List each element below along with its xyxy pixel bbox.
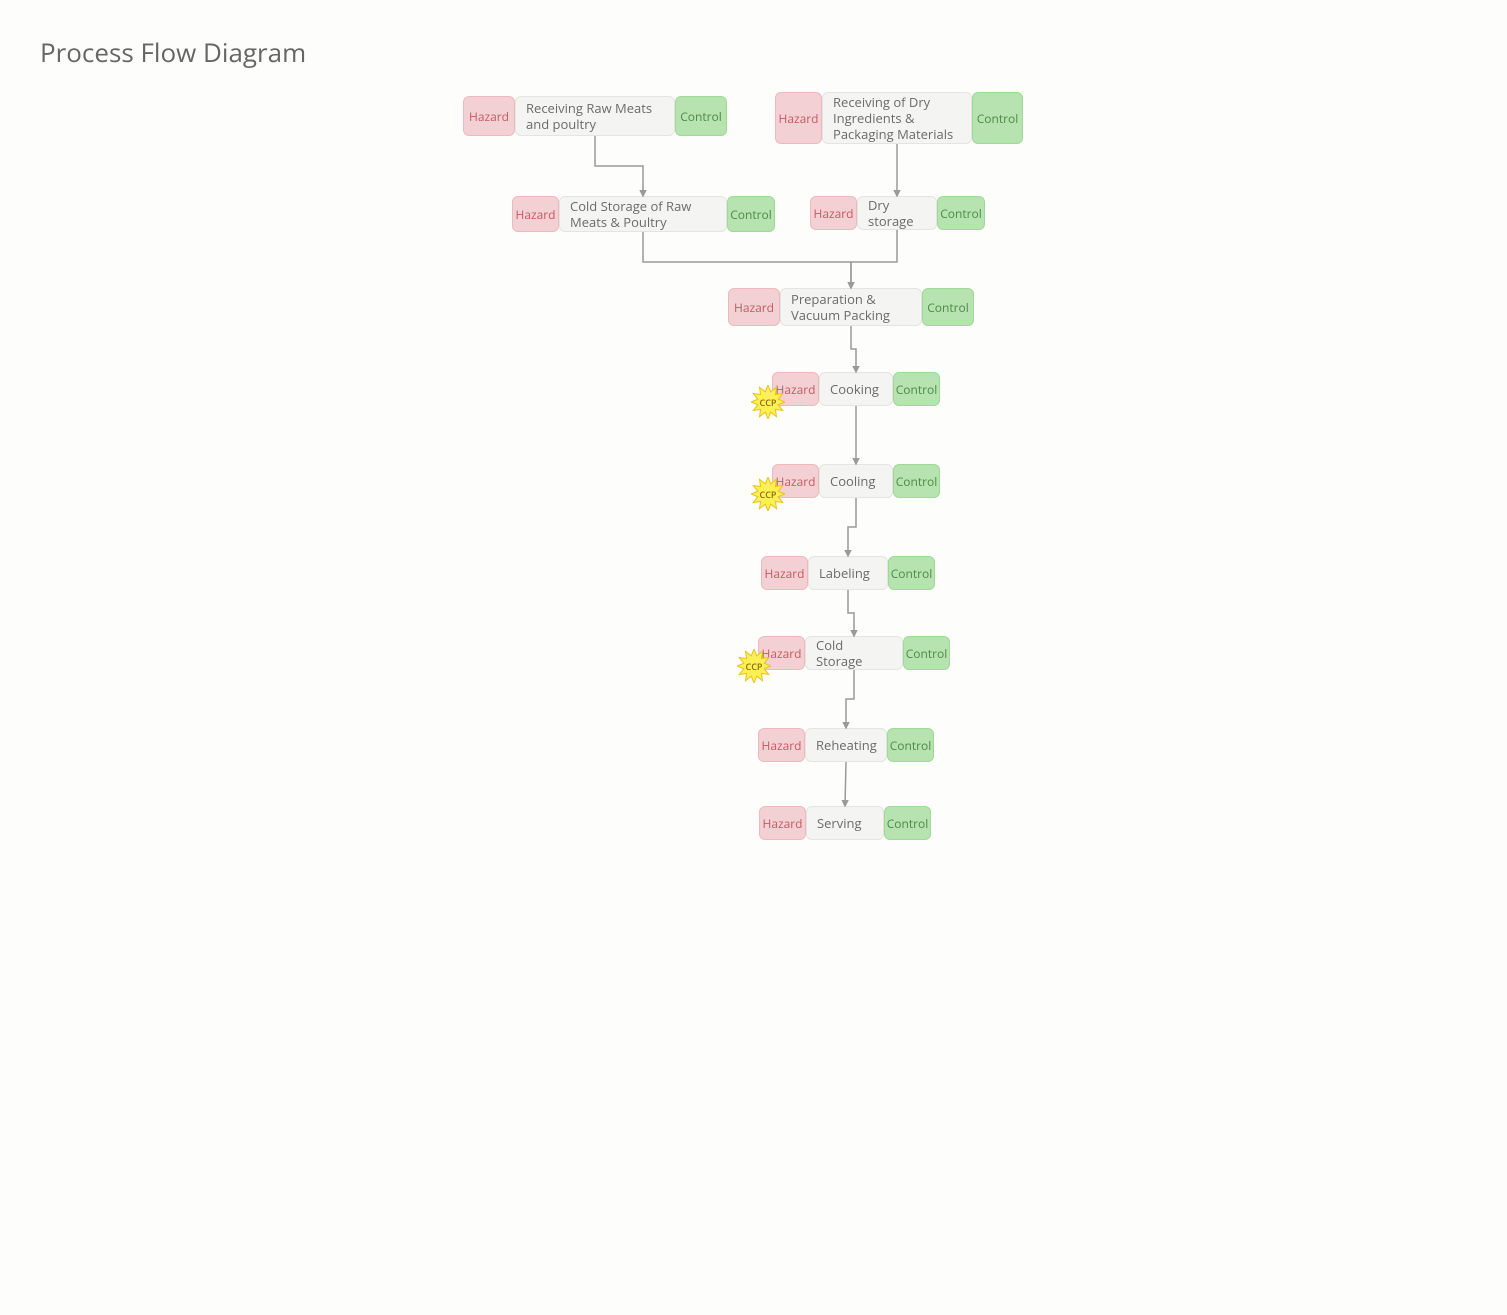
process-node: HazardReceiving of Dry Ingredients & Pac… <box>775 92 1023 144</box>
control-tag[interactable]: Control <box>893 464 940 498</box>
process-step[interactable]: Dry storage <box>857 196 937 230</box>
flow-edge <box>845 762 846 806</box>
process-node: HazardLabelingControl <box>761 556 935 590</box>
hazard-tag[interactable]: Hazard <box>512 196 559 232</box>
flow-edge <box>846 670 854 728</box>
process-node: HazardServingControl <box>759 806 931 840</box>
process-node: HazardCold StorageControl <box>758 636 950 670</box>
process-step[interactable]: Serving <box>806 806 884 840</box>
process-step[interactable]: Cooling <box>819 464 893 498</box>
process-node: HazardCoolingControl <box>772 464 940 498</box>
control-tag[interactable]: Control <box>727 196 775 232</box>
hazard-tag[interactable]: Hazard <box>758 728 805 762</box>
hazard-tag[interactable]: Hazard <box>728 288 780 326</box>
control-tag[interactable]: Control <box>903 636 950 670</box>
page-title: Process Flow Diagram <box>40 34 306 70</box>
process-node: HazardReheatingControl <box>758 728 934 762</box>
process-step[interactable]: Cold Storage <box>805 636 903 670</box>
control-tag[interactable]: Control <box>893 372 940 406</box>
process-step[interactable]: Labeling <box>808 556 888 590</box>
hazard-tag[interactable]: Hazard <box>758 636 805 670</box>
process-node: HazardCold Storage of Raw Meats & Poultr… <box>512 196 775 232</box>
hazard-tag[interactable]: Hazard <box>772 372 819 406</box>
process-step[interactable]: Receiving of Dry Ingredients & Packaging… <box>822 92 972 144</box>
process-step[interactable]: Cooking <box>819 372 893 406</box>
control-tag[interactable]: Control <box>937 196 985 230</box>
control-tag[interactable]: Control <box>922 288 974 326</box>
diagram-canvas: Process Flow DiagramHazardReceiving Raw … <box>0 0 1507 1315</box>
hazard-tag[interactable]: Hazard <box>810 196 857 230</box>
process-node: HazardPreparation & Vacuum PackingContro… <box>728 288 974 326</box>
control-tag[interactable]: Control <box>884 806 931 840</box>
flow-edge <box>848 498 856 556</box>
process-step[interactable]: Preparation & Vacuum Packing <box>780 288 922 326</box>
flow-edge <box>848 590 854 636</box>
flow-edge <box>851 326 856 372</box>
control-tag[interactable]: Control <box>675 96 727 136</box>
process-step[interactable]: Receiving Raw Meats and poultry <box>515 96 675 136</box>
control-tag[interactable]: Control <box>888 556 935 590</box>
process-node: HazardDry storageControl <box>810 196 985 230</box>
flow-edge <box>595 136 643 196</box>
process-node: HazardReceiving Raw Meats and poultryCon… <box>463 96 727 136</box>
hazard-tag[interactable]: Hazard <box>775 92 822 144</box>
hazard-tag[interactable]: Hazard <box>759 806 806 840</box>
control-tag[interactable]: Control <box>887 728 934 762</box>
hazard-tag[interactable]: Hazard <box>463 96 515 136</box>
process-node: HazardCookingControl <box>772 372 940 406</box>
process-step[interactable]: Cold Storage of Raw Meats & Poultry <box>559 196 727 232</box>
control-tag[interactable]: Control <box>972 92 1023 144</box>
process-step[interactable]: Reheating <box>805 728 887 762</box>
hazard-tag[interactable]: Hazard <box>761 556 808 590</box>
flow-edge <box>851 230 897 288</box>
hazard-tag[interactable]: Hazard <box>772 464 819 498</box>
flow-edge <box>643 232 851 288</box>
